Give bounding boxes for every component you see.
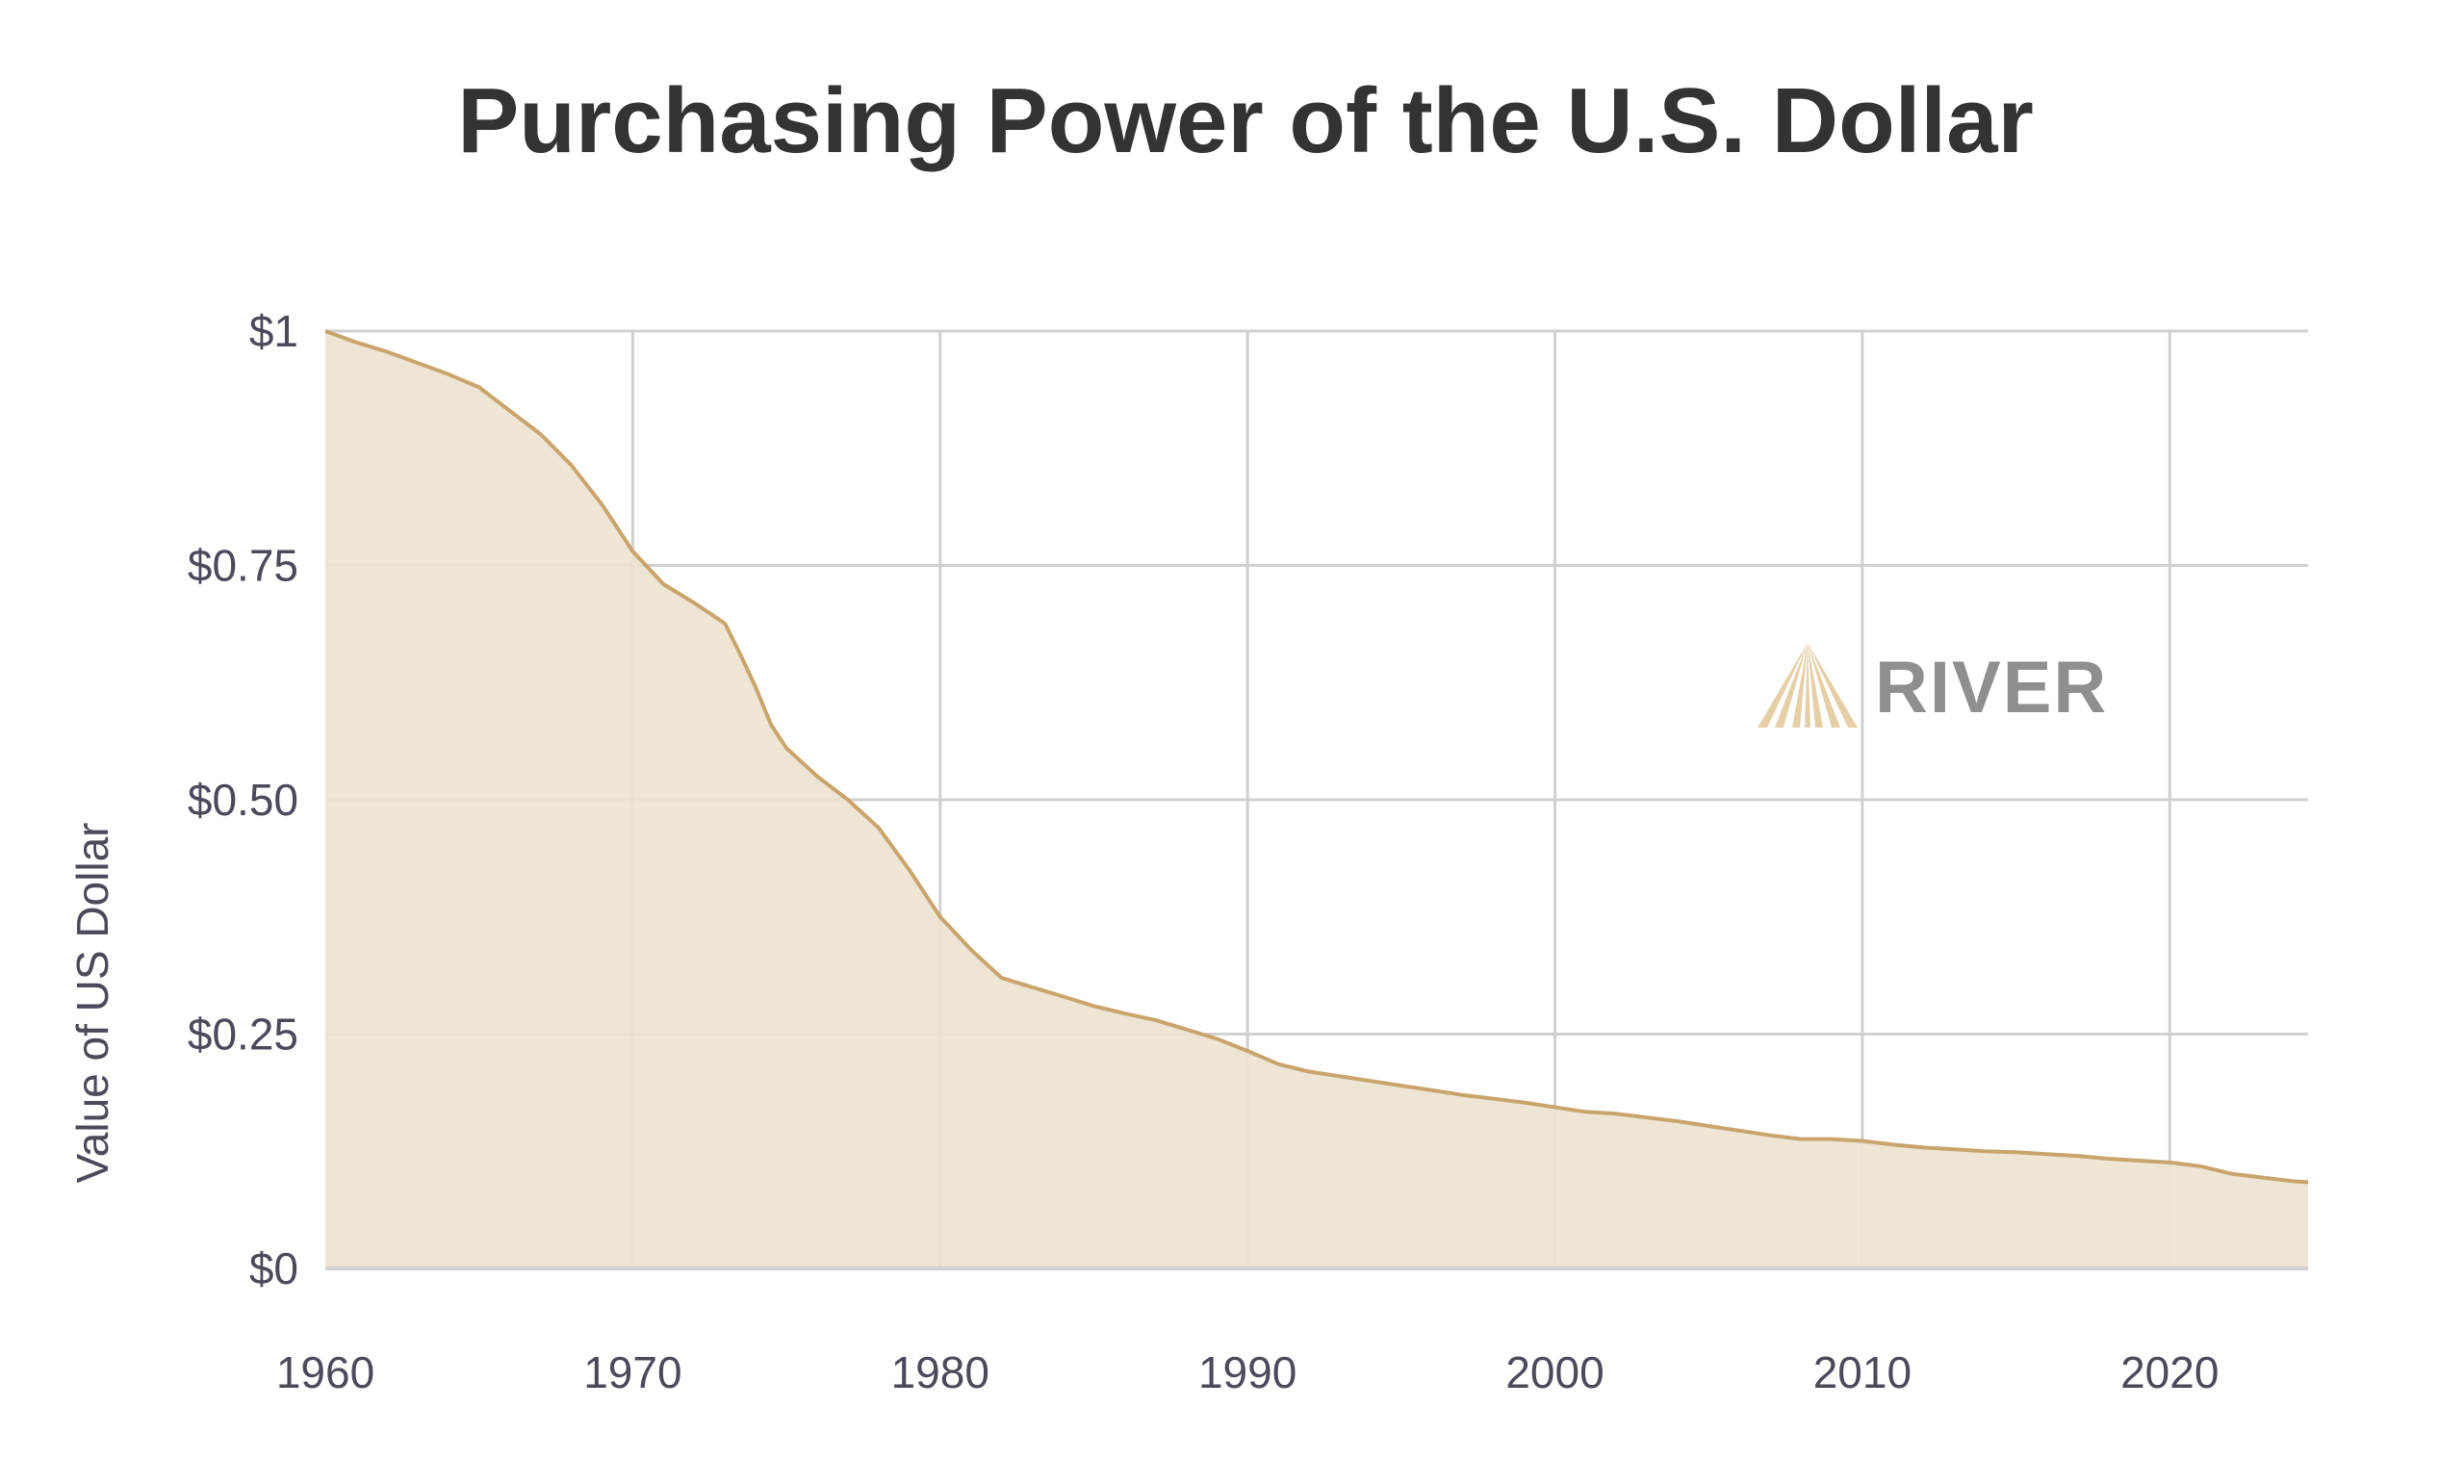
x-tick-label: 1990	[1198, 1347, 1296, 1397]
chart-title: Purchasing Power of the U.S. Dollar	[457, 69, 2034, 172]
series-area	[324, 329, 2309, 1268]
series-line	[324, 329, 2309, 1185]
y-tick-label: $0.25	[188, 1010, 298, 1060]
y-tick-label: $0.50	[188, 775, 298, 825]
x-tick-label: 1980	[891, 1347, 989, 1397]
brand-watermark: RIVER	[1758, 643, 2108, 729]
y-tick-label: $0	[249, 1243, 298, 1293]
x-tick-label: 1960	[276, 1347, 374, 1397]
x-tick-label: 2020	[2120, 1347, 2219, 1397]
x-tick-label: 2010	[1813, 1347, 1912, 1397]
y-tick-label: $0.75	[188, 541, 298, 591]
river-fan-logo-icon	[1758, 643, 1858, 728]
y-tick-label: $1	[249, 306, 298, 356]
area-fill	[325, 331, 2308, 1268]
y-axis-ticks: $0 $0.25 $0.50 $0.75 $1	[188, 306, 298, 1293]
y-axis-label: Value of US Dollar	[67, 823, 117, 1184]
brand-name: RIVER	[1875, 647, 2108, 729]
x-axis-ticks: 1960 1970 1980 1990 2000 2010 2020	[276, 1347, 2220, 1397]
x-tick-label: 1970	[583, 1347, 681, 1397]
x-tick-label: 2000	[1505, 1347, 1604, 1397]
